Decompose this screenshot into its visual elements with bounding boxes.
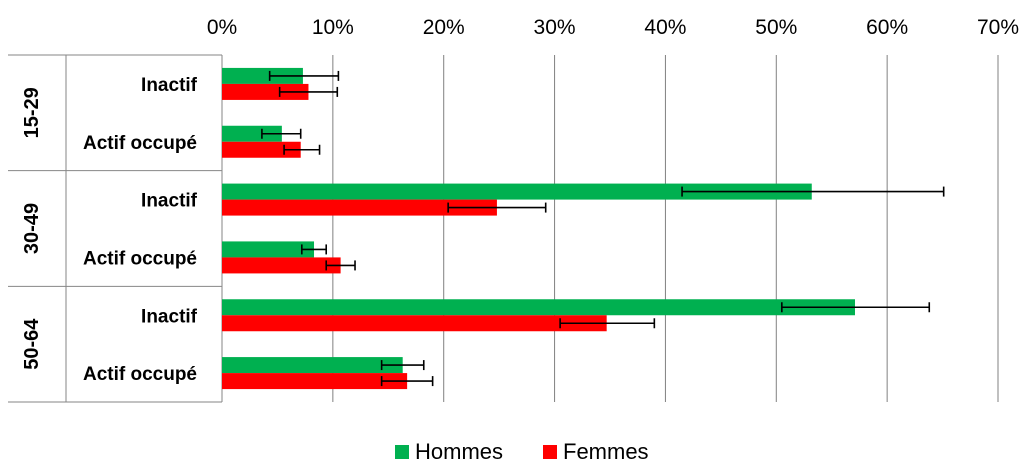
group-label: 30-49 — [21, 203, 43, 254]
x-tick-label: 20% — [423, 16, 465, 39]
group-label: 15-29 — [21, 87, 43, 138]
x-tick-label: 30% — [534, 16, 576, 39]
bar-hommes — [222, 125, 282, 142]
category-axis-frame — [8, 54, 222, 403]
bar-hommes — [222, 241, 315, 258]
legend: Hommes Femmes — [395, 439, 649, 462]
legend-swatch-hommes — [395, 445, 409, 459]
category-label: Inactif — [141, 306, 198, 327]
category-label: Actif occupé — [83, 133, 197, 154]
category-label: Actif occupé — [83, 248, 197, 269]
bars — [222, 67, 855, 390]
bar-femmes — [222, 257, 341, 274]
group-labels: 15-29 30-49 50-64 — [21, 87, 43, 369]
bar-hommes — [222, 183, 812, 200]
bar-femmes — [222, 83, 309, 100]
category-labels: Inactif Actif occupé Inactif Actif occupé In… — [83, 75, 198, 385]
error-bars — [261, 70, 945, 387]
gridlines — [221, 55, 999, 402]
legend-swatch-femmes — [543, 445, 557, 459]
category-label: Inactif — [141, 191, 198, 212]
x-tick-label: 70% — [977, 16, 1019, 39]
legend-label: Hommes — [415, 439, 503, 462]
group-label: 50-64 — [21, 318, 43, 370]
x-tick-label: 40% — [644, 16, 686, 39]
bar-femmes — [222, 199, 497, 216]
bar-hommes — [222, 67, 303, 84]
x-tick-label: 10% — [312, 16, 354, 39]
category-label: Actif occupé — [83, 364, 197, 385]
category-label: Inactif — [141, 75, 198, 96]
bar-hommes — [222, 357, 403, 374]
x-tick-label: 50% — [755, 16, 797, 39]
legend-label: Femmes — [563, 439, 649, 462]
x-tick-label: 60% — [866, 16, 908, 39]
x-axis-tick-labels: 0% 10% 20% 30% 40% 50% 60% 70% — [207, 16, 1019, 39]
x-tick-label: 0% — [207, 16, 237, 39]
bar-hommes — [222, 299, 855, 316]
bar-femmes — [222, 141, 301, 158]
bar-femmes — [222, 373, 408, 390]
bar-femmes — [222, 315, 607, 332]
